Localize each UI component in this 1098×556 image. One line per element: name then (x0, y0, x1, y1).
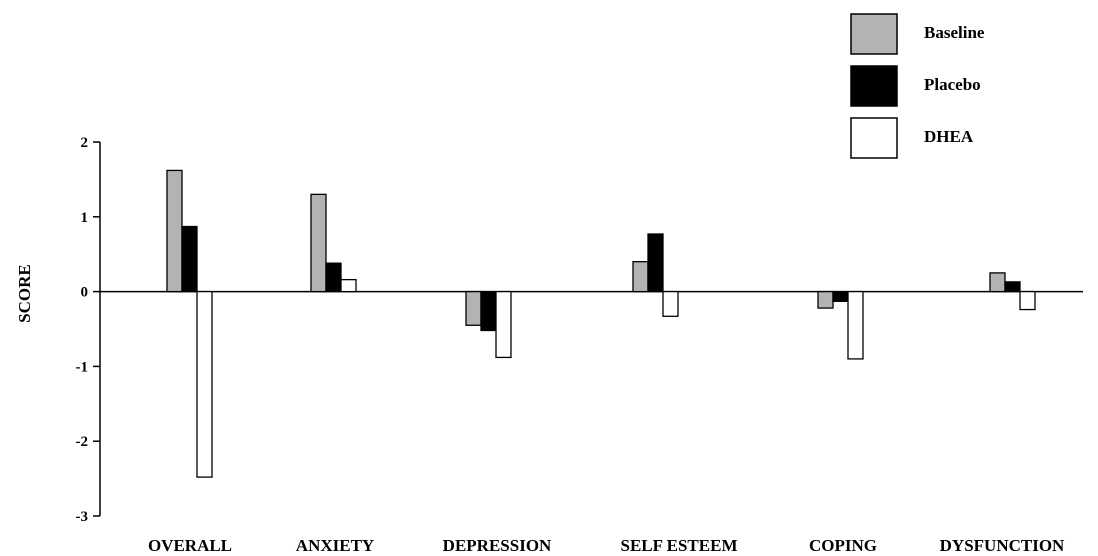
category-label: ANXIETY (296, 536, 374, 555)
y-tick-label: -1 (76, 359, 89, 375)
legend-label-dhea: DHEA (924, 127, 974, 146)
legend-swatch-baseline (850, 13, 898, 55)
bar-baseline-depression (465, 290, 482, 326)
bars (166, 169, 1036, 478)
y-tick-label: -2 (76, 434, 89, 450)
legend-label-baseline: Baseline (924, 23, 985, 42)
labels: 2 1 0 -1 -2 -3 SCORE OVERALL ANXIETY DEPRESSION SE… (15, 135, 1065, 555)
bar-dhea-coping (847, 290, 864, 360)
legend-label-placebo: Placebo (924, 75, 981, 94)
bar-baseline-anxiety (310, 193, 327, 293)
bar-dhea-overall (196, 290, 213, 478)
category-label: OVERALL (148, 536, 232, 555)
category-label: SELF ESTEEM (621, 536, 738, 555)
bar-dhea-depression (495, 290, 512, 359)
y-tick-label: 1 (81, 210, 89, 226)
y-tick-label: 2 (81, 135, 89, 151)
bar-placebo-dysfunction (1004, 281, 1021, 293)
bar-baseline-self-esteem (632, 261, 649, 293)
bar-baseline-overall (166, 169, 183, 293)
category-label: DEPRESSION (443, 536, 552, 555)
legend-swatch-placebo (850, 65, 898, 107)
bar-dhea-dysfunction (1019, 290, 1036, 311)
legend-swatch-dhea (850, 117, 898, 159)
bar-placebo-depression (480, 290, 497, 332)
legend: Baseline Placebo DHEA (850, 13, 985, 159)
bar-baseline-coping (817, 290, 834, 309)
y-axis-title: SCORE (15, 264, 34, 323)
axes (93, 141, 1083, 517)
category-label: DYSFUNCTION (940, 536, 1065, 555)
bar-placebo-self-esteem (647, 233, 664, 293)
bar-baseline-dysfunction (989, 272, 1006, 293)
bar-dhea-self-esteem (662, 290, 679, 317)
y-tick-label: 0 (81, 285, 89, 301)
y-tick-label: -3 (76, 509, 89, 525)
bar-placebo-coping (832, 290, 849, 302)
bar-placebo-anxiety (325, 262, 342, 293)
bar-dhea-anxiety (340, 278, 357, 293)
category-label: COPING (809, 536, 877, 555)
bar-placebo-overall (181, 225, 198, 293)
